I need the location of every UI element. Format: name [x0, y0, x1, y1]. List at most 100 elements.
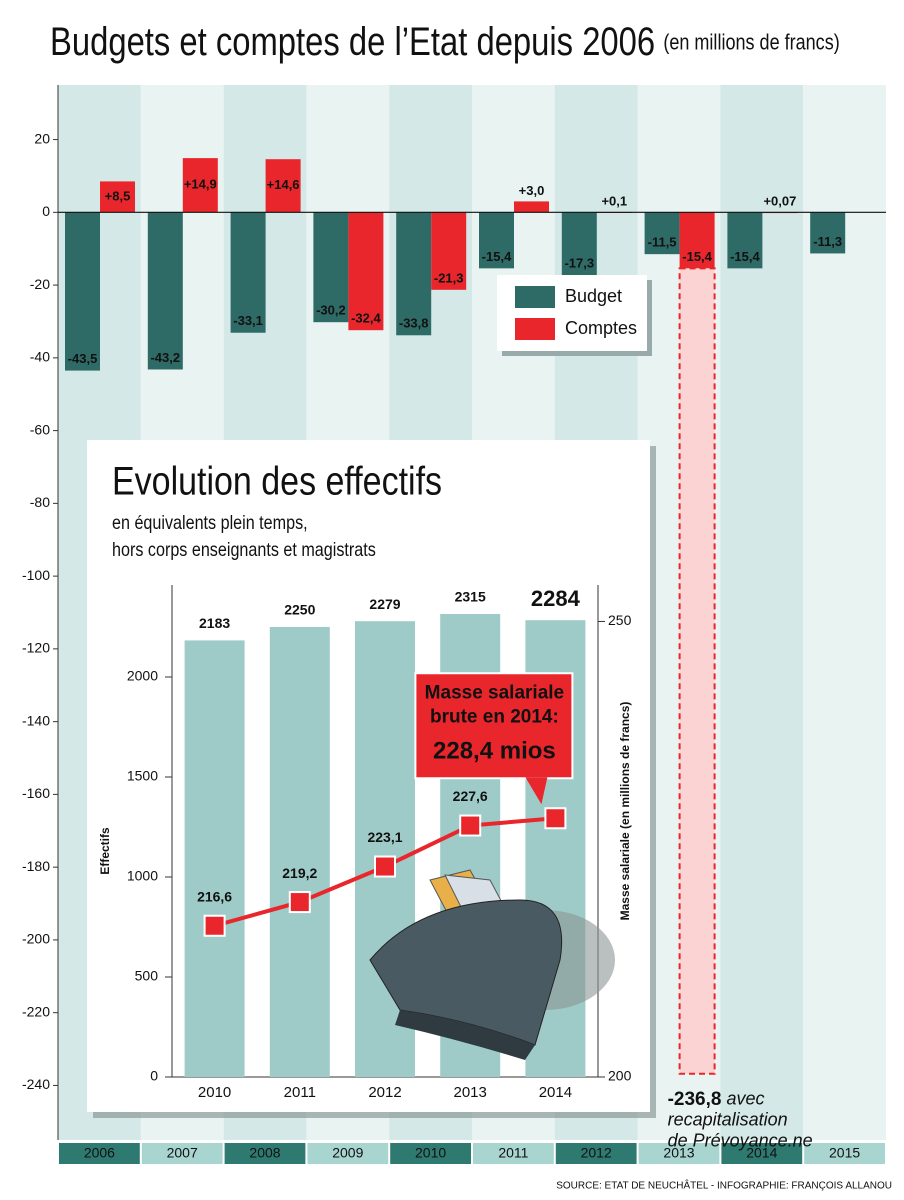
x-tick-label: 2015 [829, 1145, 860, 1161]
line-marker [203, 914, 226, 937]
inset-subtitle: hors corps enseignants et magistrats [112, 539, 376, 561]
bar-value-label: 2315 [455, 589, 486, 605]
bar-value-label: 2183 [199, 615, 230, 631]
x-tick-label: 2014 [746, 1145, 777, 1161]
bar [561, 212, 597, 276]
year-strip [721, 1143, 803, 1164]
value-label: +14,6 [267, 177, 300, 192]
x-tick-label: 2010 [198, 1084, 231, 1101]
x-tick-label: 2012 [368, 1084, 401, 1101]
y-tick-label: -100 [22, 567, 50, 583]
value-label: -15,4 [682, 249, 712, 264]
year-strip [59, 1143, 140, 1164]
value-label: +0,07 [763, 194, 796, 209]
y-tick-label: -160 [22, 785, 50, 801]
wallet-illustration [369, 869, 615, 1060]
inset-title-group: Evolution des effectifs en équivalents pl… [112, 458, 442, 560]
bar [479, 212, 514, 269]
year-strip [141, 1143, 223, 1164]
bar-value-label: 2250 [284, 602, 315, 618]
bar [810, 212, 846, 254]
bar [182, 158, 218, 213]
x-tick-label: 2007 [167, 1145, 198, 1161]
value-label: -43,5 [68, 351, 98, 366]
value-label: -21,3 [434, 270, 464, 285]
line-marker [288, 891, 311, 914]
value-label: +14,9 [184, 177, 217, 192]
value-label: -30,2 [316, 303, 346, 318]
y-tick-label: -20 [30, 276, 50, 292]
y-tick-label: 0 [42, 203, 50, 219]
x-tick-label: 2014 [539, 1084, 572, 1101]
year-strip [390, 1143, 471, 1164]
year-strip [307, 1143, 389, 1164]
bar [644, 212, 680, 255]
annotation-text: recapitalisation [668, 1110, 788, 1130]
value-label: +8,5 [105, 188, 131, 203]
x-tick-label: 2013 [663, 1145, 694, 1161]
line-marker [459, 814, 482, 837]
column-band [803, 85, 886, 1140]
bar [230, 212, 266, 333]
x-tick-label: 2011 [498, 1145, 528, 1161]
callout-box [414, 672, 574, 780]
bar [348, 212, 384, 331]
y-tick-label: 2000 [127, 668, 158, 684]
inset-title: Evolution des effectifs [112, 458, 442, 503]
legend-swatch [515, 286, 555, 308]
callout-text: brute en 2014: [430, 706, 559, 727]
inset-subtitle: en équivalents plein temps, [112, 512, 308, 534]
year-strip [638, 1143, 720, 1164]
chart-subtitle: (en millions de francs) [663, 31, 839, 55]
bar [65, 212, 100, 371]
y-tick-label: -240 [22, 1076, 50, 1092]
value-label: -33,8 [399, 316, 429, 331]
title: Budgets et comptes de l’Etat depuis 2006… [50, 18, 840, 63]
y-tick-label: 500 [135, 968, 159, 984]
title-group: Budgets et comptes de l’Etat depuis 2006… [50, 18, 840, 63]
recapitalisation-bar [678, 267, 716, 1075]
line-value-label: 223,1 [367, 829, 402, 845]
value-label: -43,2 [150, 350, 180, 365]
y-tick-label: -80 [30, 494, 50, 510]
x-tick-label: 2010 [415, 1145, 446, 1161]
bar [100, 181, 135, 213]
bar [396, 212, 432, 336]
value-label: -17,3 [564, 256, 594, 271]
legend-label: Comptes [565, 318, 637, 338]
annotation-text: avec [726, 1089, 764, 1109]
value-label: -11,5 [648, 235, 677, 250]
y-tick-label: 1000 [127, 868, 158, 884]
line-value-label: 216,6 [197, 888, 232, 904]
bar-value-label: 2279 [369, 596, 400, 612]
line-value-label: 219,2 [282, 865, 317, 881]
chart-title: Budgets et comptes de l’Etat depuis 2006 [50, 18, 655, 63]
y-axis-title: Effectifs [98, 827, 112, 875]
year-strip [473, 1143, 554, 1164]
bar [679, 212, 715, 269]
x-tick-label: 2011 [284, 1084, 316, 1101]
y-tick-label: -120 [22, 640, 50, 656]
value-label: -33,1 [233, 313, 263, 328]
bar [514, 201, 549, 213]
y-tick-label: -220 [22, 1003, 50, 1019]
line-marker [544, 807, 567, 830]
y-tick-label: 20 [34, 130, 50, 146]
bar [269, 627, 330, 1077]
y-tick-label: -40 [30, 349, 50, 365]
y-tick-label: 0 [150, 1068, 158, 1084]
value-label: -15,4 [730, 249, 760, 264]
value-label: -15,4 [482, 249, 512, 264]
y2-tick-label: 200 [608, 1068, 632, 1084]
x-tick-label: 2009 [332, 1145, 363, 1161]
callout-pointer [525, 777, 548, 805]
line-marker [374, 855, 396, 878]
bar [265, 159, 301, 213]
value-label: -11,3 [813, 234, 842, 249]
bar [313, 212, 349, 323]
x-tick-label: 2008 [249, 1145, 280, 1161]
year-strip [555, 1143, 637, 1164]
year-strip [224, 1143, 306, 1164]
source: SOURCE: ETAT DE NEUCHÂTEL - INFOGRAPHIE:… [556, 1179, 892, 1192]
y-tick-label: -140 [22, 712, 50, 728]
